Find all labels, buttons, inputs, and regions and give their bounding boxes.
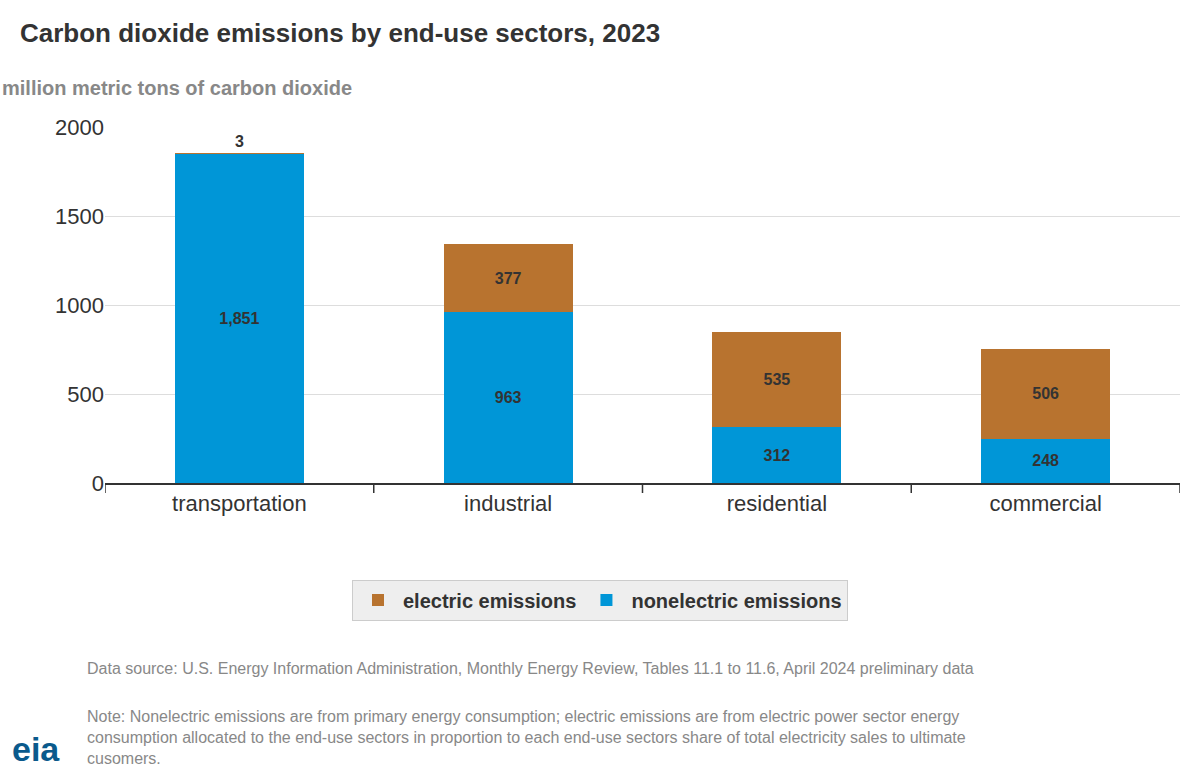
svg-text:eia: eia (12, 730, 60, 768)
svg-text:3: 3 (235, 133, 244, 150)
svg-text:transportation: transportation (172, 491, 307, 516)
svg-text:506: 506 (1032, 385, 1059, 402)
svg-text:Data source: U.S. Energy Infor: Data source: U.S. Energy Information Adm… (87, 660, 974, 677)
svg-text:1,851: 1,851 (219, 310, 259, 327)
svg-text:million metric tons of carbon: million metric tons of carbon dioxide (2, 77, 352, 99)
svg-text:nonelectric emissions: nonelectric emissions (631, 590, 841, 612)
svg-text:312: 312 (763, 447, 790, 464)
svg-text:Carbon dioxide emissions by en: Carbon dioxide emissions by end-use sect… (20, 18, 660, 48)
svg-text:248: 248 (1032, 452, 1059, 469)
svg-text:industrial: industrial (464, 491, 552, 516)
svg-text:963: 963 (495, 389, 522, 406)
svg-text:residential: residential (727, 491, 827, 516)
svg-text:electric emissions: electric emissions (403, 590, 576, 612)
svg-text:1000: 1000 (55, 293, 104, 318)
svg-text:0: 0 (92, 471, 104, 496)
svg-text:377: 377 (495, 270, 522, 287)
svg-text:commercial: commercial (989, 491, 1101, 516)
svg-text:Note: Nonelectric emissions ar: Note: Nonelectric emissions are from pri… (87, 708, 966, 767)
svg-text:500: 500 (67, 382, 104, 407)
svg-text:2000: 2000 (55, 115, 104, 140)
svg-text:535: 535 (763, 371, 790, 388)
svg-text:1500: 1500 (55, 204, 104, 229)
